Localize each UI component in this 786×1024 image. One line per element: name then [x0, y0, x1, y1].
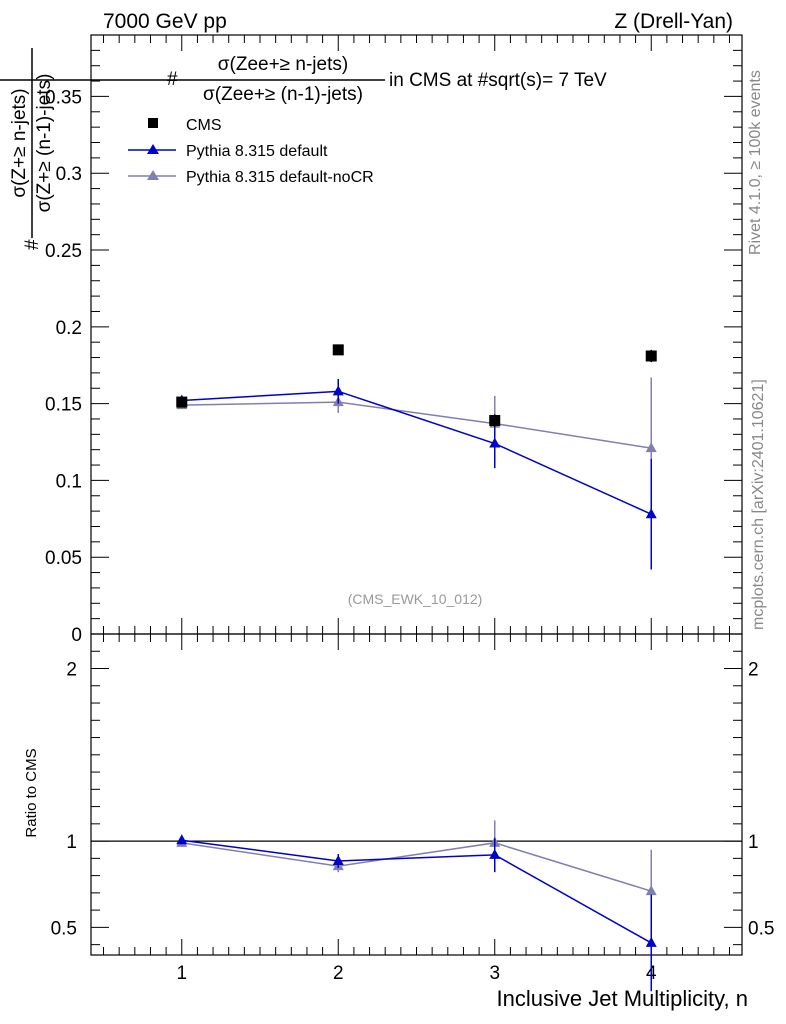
- x-tick-label: 2: [333, 963, 344, 984]
- main-default-line: [181, 390, 652, 515]
- legend-cms-label: CMS: [186, 117, 222, 134]
- ratio-default-point: [176, 834, 188, 845]
- ylabel-hash: #: [22, 239, 43, 250]
- ratio-nocr-line: [181, 842, 652, 892]
- y-tick-label: 0.05: [45, 548, 82, 569]
- legend: CMS Pythia 8.315 default Pythia 8.315 de…: [128, 117, 374, 186]
- title-numerator: σ(Zee+≥ n-jets): [218, 54, 348, 75]
- main-default-point: [489, 437, 501, 448]
- main-cms-point: [489, 415, 501, 427]
- x-tick-label: 1: [176, 963, 187, 984]
- main-default-point: [332, 385, 344, 396]
- rivet-label: Rivet 4.1.0, ≥ 100k events: [747, 70, 764, 255]
- ratio-default-point: [489, 848, 501, 859]
- ratio-default-point: [332, 854, 344, 865]
- ratio-y-tick-label: 2: [66, 660, 77, 681]
- y-tick-label: 0.35: [45, 87, 82, 108]
- main-nocr-point: [645, 442, 657, 453]
- ylabel-numerator: σ(Z+≥ n-jets): [9, 88, 30, 197]
- y-tick-label: 0.2: [56, 318, 82, 339]
- ratio-nocr-point: [645, 885, 657, 896]
- ratio-y-tick-label-right: 2: [748, 660, 759, 681]
- header-left: 7000 GeV pp: [103, 10, 227, 33]
- ratio-default-point: [645, 936, 657, 947]
- title-denominator: σ(Zee+≥ (n-1)-jets): [203, 84, 363, 105]
- y-tick-label: 0.3: [56, 164, 82, 185]
- main-ylabel: # σ(Z+≥ n-jets) σ(Z+≥ (n-1)-jets): [9, 48, 55, 250]
- main-cms-point: [176, 396, 188, 408]
- data-marks: [91, 344, 742, 992]
- main-nocr-line: [181, 401, 652, 449]
- header-right: Z (Drell-Yan): [614, 10, 733, 33]
- ratio-plot-frame: [90, 633, 743, 956]
- y-tick-label: 0.1: [56, 471, 82, 492]
- x-tick-label: 3: [489, 963, 500, 984]
- main-default-point: [645, 508, 657, 519]
- ratio-y-tick-label-right: 1: [748, 832, 759, 853]
- y-tick-label: 0: [71, 625, 82, 646]
- y-tick-label: 0.25: [45, 241, 82, 262]
- title-suffix: in CMS at #sqrt(s)= 7 TeV: [389, 70, 607, 91]
- legend-nocr-marker: [147, 170, 159, 180]
- ratio-y-tick-label-right: 0.5: [748, 918, 774, 939]
- ratio-y-tick-label: 0.5: [51, 918, 77, 939]
- plot-title: # σ(Zee+≥ n-jets) σ(Zee+≥ (n-1)-jets) in…: [0, 54, 607, 105]
- mcplots-label: mcplots.cern.ch [arXiv:2401.10621]: [750, 379, 767, 630]
- y-tick-label: 0.15: [45, 395, 82, 416]
- legend-default-label: Pythia 8.315 default: [186, 143, 328, 160]
- ylabel-denominator: σ(Z+≥ (n-1)-jets): [34, 74, 55, 213]
- analysis-tag: (CMS_EWK_10_012): [348, 591, 483, 607]
- legend-cms-marker: [148, 118, 158, 128]
- ratio-ylabel: Ratio to CMS: [23, 748, 40, 837]
- main-cms-point: [332, 344, 344, 356]
- legend-default-marker: [147, 144, 159, 154]
- main-cms-point: [645, 350, 657, 362]
- ratio-default-line: [181, 839, 652, 944]
- ratio-y-tick-label: 1: [66, 832, 77, 853]
- x-axis-label: Inclusive Jet Multiplicity, n: [497, 986, 748, 1011]
- legend-nocr-label: Pythia 8.315 default-noCR: [186, 169, 374, 186]
